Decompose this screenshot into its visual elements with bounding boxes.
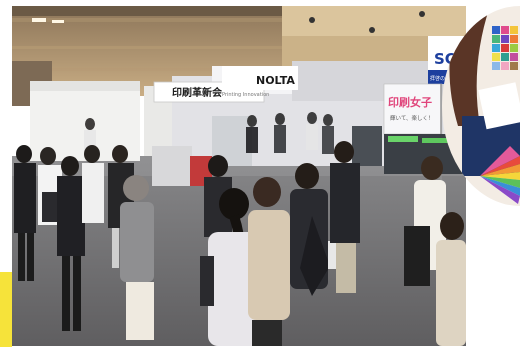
color-fan-photo (440, 6, 520, 206)
banner-brand-text: NOLTA (256, 74, 295, 87)
banner-brand (222, 66, 298, 90)
banner-main-text: 印刷革新会 (172, 86, 222, 99)
standing-sign (383, 83, 443, 135)
color-fan (480, 146, 520, 204)
standing-sign-sub: 輝いて、楽しく！ (390, 114, 434, 122)
yellow-accent-bar (0, 272, 12, 347)
banner-main-sub: Printing Innovation (222, 92, 269, 98)
person-ponytail (219, 188, 249, 220)
exhibition-photo: 印刷革新会 Printing Innovation NOLTA SC 拝啓のカラ… (12, 6, 466, 346)
standing-sign-text: 印刷女子 (388, 95, 432, 109)
person-gray-hair (123, 175, 149, 201)
color-chart (492, 26, 518, 70)
